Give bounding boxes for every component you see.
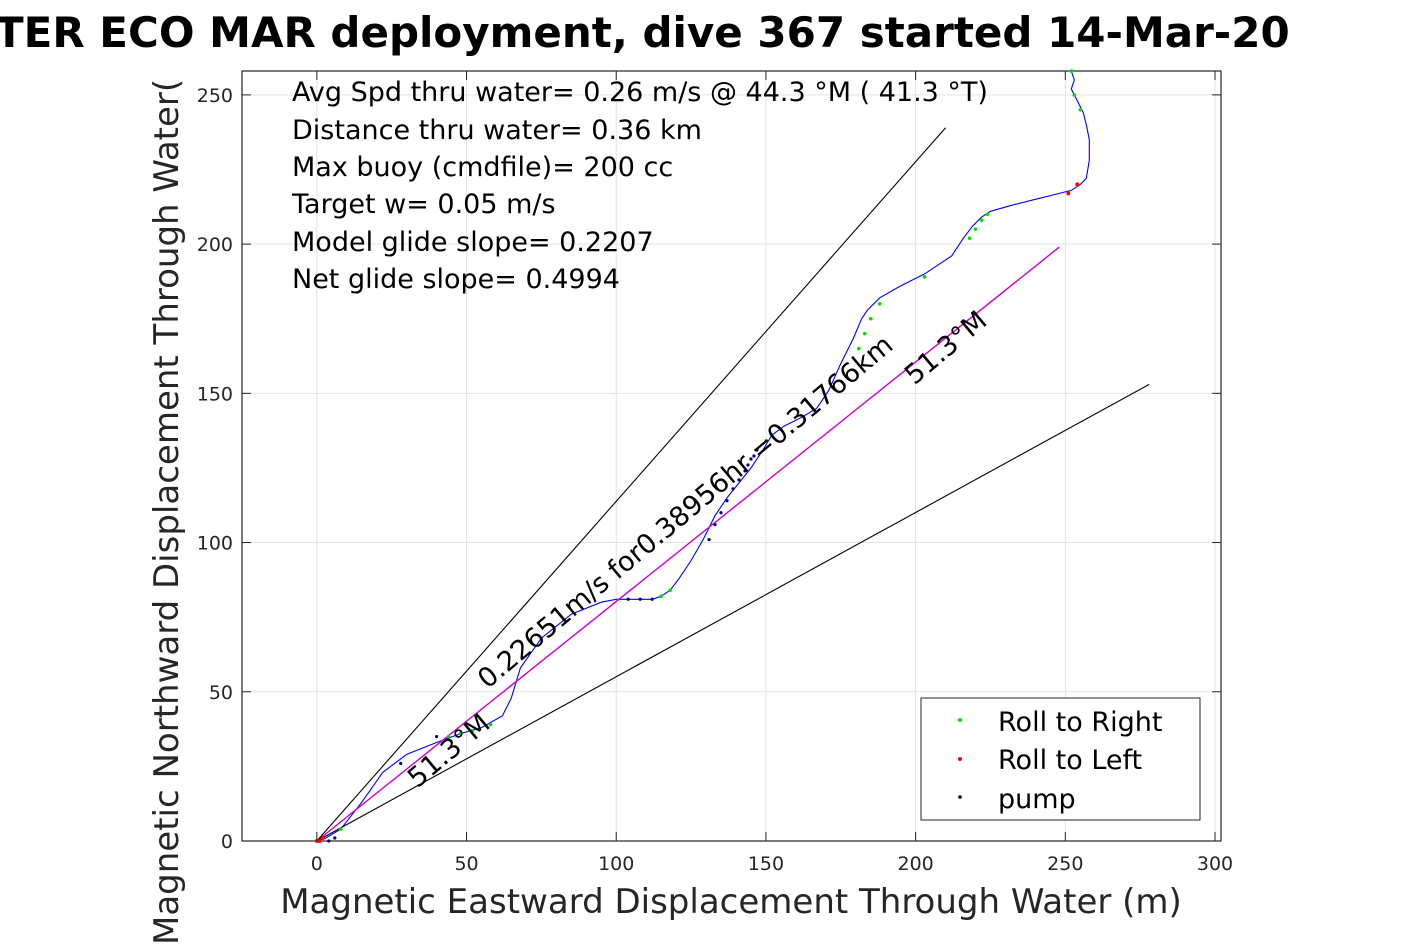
point-roll-to-left	[1066, 191, 1071, 196]
legend: Roll to Right Roll to Left pump	[920, 697, 1201, 821]
legend-label-roll-right: Roll to Right	[998, 707, 1162, 738]
y-tick-label: 0	[221, 831, 233, 853]
annotation-net-glide: Net glide slope= 0.4994	[292, 264, 620, 295]
x-tick-label: 100	[598, 853, 634, 875]
point-roll-to-right	[470, 728, 475, 733]
point-pump	[752, 454, 756, 458]
point-roll-to-right	[458, 731, 463, 736]
point-roll-to-right	[338, 827, 343, 831]
axis-ticks: 0 50 100 150 200 250 300 0 50 100 150 200 250	[197, 71, 1233, 875]
legend-marker-roll-left	[958, 757, 962, 761]
x-tick-label: 300	[1197, 853, 1233, 875]
point-roll-to-right	[868, 316, 873, 321]
point-roll-to-right	[985, 212, 990, 217]
x-axis-label: Magnetic Eastward Displacement Through W…	[280, 882, 1182, 922]
point-roll-to-right	[856, 346, 861, 351]
point-pump	[399, 761, 403, 766]
rotated-label-0: 0.22651m/s for0.38956hr =0.31766km	[472, 329, 899, 694]
point-pump	[333, 836, 337, 840]
x-tick-label: 0	[311, 853, 323, 875]
point-roll-to-right	[967, 236, 972, 240]
annotation-target-w: Target w= 0.05 m/s	[291, 189, 556, 220]
y-axis-label: Magnetic Northward Displacement Through …	[147, 79, 187, 945]
point-roll-to-right	[488, 722, 493, 727]
point-roll-to-left	[320, 836, 325, 841]
point-pump	[746, 463, 750, 467]
point-roll-to-right	[668, 588, 672, 593]
series-line-track	[316, 70, 1090, 842]
point-roll-to-right	[659, 594, 663, 599]
point-pump	[755, 448, 759, 452]
annotation-max-buoy: Max buoy (cmdfile)= 200 cc	[292, 152, 673, 183]
legend-box	[920, 697, 1201, 821]
point-pump	[509, 645, 514, 649]
point-roll-to-right	[1072, 93, 1077, 97]
grid	[242, 71, 1221, 842]
plot-lines	[316, 70, 1150, 842]
point-pump	[327, 839, 331, 843]
y-tick-label: 150	[197, 383, 233, 405]
point-roll-to-left	[317, 839, 322, 843]
point-roll-to-right	[877, 301, 882, 306]
plot-markers	[314, 69, 1083, 843]
series-line-bound-lower	[316, 383, 1150, 842]
legend-marker-pump	[958, 795, 962, 799]
point-roll-to-right	[922, 275, 927, 279]
point-roll-to-right	[862, 331, 867, 336]
rotated-label-1: 51.3°M	[899, 305, 993, 391]
point-roll-to-right	[770, 433, 774, 437]
legend-label-roll-left: Roll to Left	[998, 745, 1142, 776]
point-pump	[650, 597, 654, 601]
point-roll-to-right	[779, 427, 783, 431]
point-roll-to-right	[446, 734, 451, 739]
point-roll-to-left	[1075, 182, 1080, 187]
annotation-block: Avg Spd thru water= 0.26 m/s @ 44.3 °M (…	[291, 77, 988, 295]
chart-title: TER ECO MAR deployment, dive 367 started…	[0, 8, 1290, 57]
plot-area	[241, 70, 1222, 842]
point-pump	[725, 499, 729, 503]
annotation-distance: Distance thru water= 0.36 km	[292, 115, 702, 146]
point-roll-to-right	[973, 227, 978, 231]
point-pump	[731, 487, 735, 491]
point-pump	[435, 734, 439, 739]
point-pump	[713, 523, 717, 527]
point-pump	[737, 478, 741, 482]
point-pump	[719, 511, 723, 515]
x-tick-label: 150	[748, 853, 784, 875]
y-tick-label: 200	[197, 234, 233, 256]
point-roll-to-right	[1078, 107, 1083, 112]
point-roll-to-right	[764, 439, 768, 443]
x-tick-label: 250	[1047, 853, 1083, 875]
x-tick-label: 50	[454, 853, 478, 875]
point-roll-to-right	[1069, 69, 1074, 73]
y-tick-label: 100	[197, 533, 233, 555]
annotation-avg-speed: Avg Spd thru water= 0.26 m/s @ 44.3 °M (…	[292, 77, 988, 108]
point-pump	[749, 457, 753, 461]
point-pump	[743, 469, 747, 473]
point-pump	[638, 597, 642, 601]
point-pump	[626, 597, 630, 601]
y-tick-label: 250	[197, 85, 233, 107]
point-pump	[707, 537, 711, 542]
point-roll-to-right	[979, 218, 984, 223]
legend-label-pump: pump	[998, 784, 1076, 815]
legend-marker-roll-right	[958, 718, 962, 722]
annotation-model-glide: Model glide slope= 0.2207	[292, 227, 654, 258]
series-line-bound-upper	[316, 127, 947, 842]
y-tick-label: 50	[209, 682, 233, 704]
series-line-heading	[316, 246, 1060, 842]
x-tick-label: 200	[897, 853, 933, 875]
